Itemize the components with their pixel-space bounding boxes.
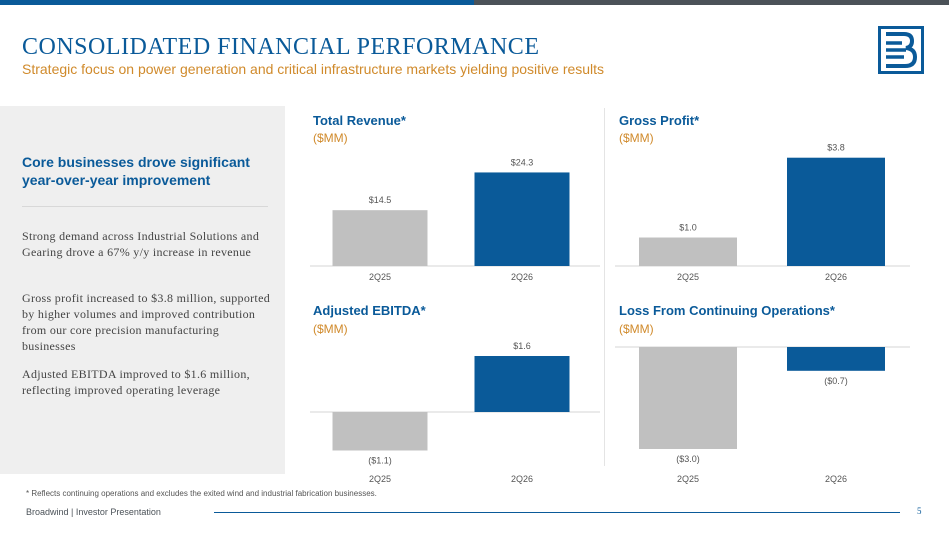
revenue-chart-title: Total Revenue* [313, 113, 406, 128]
revenue-value-label-2q26: $24.3 [511, 157, 534, 167]
loss-bar-chart: ($3.0) 2Q25 ($0.7) 2Q26 [615, 346, 910, 484]
ebitda-value-label-2q26: $1.6 [513, 341, 531, 351]
ebitda-chart-title: Adjusted EBITDA* [313, 303, 426, 318]
loss-chart-unit: ($MM) [619, 322, 654, 336]
summary-paragraph-ebitda: Adjusted EBITDA improved to $1.6 million… [22, 367, 250, 397]
revenue-category-label-2q26: 2Q26 [511, 272, 533, 282]
loss-chart-title: Loss From Continuing Operations* [619, 303, 835, 318]
loss-bar-2q26 [787, 347, 885, 371]
chart-divider [604, 108, 605, 466]
left-summary-panel [0, 106, 285, 474]
gross-profit-bar-chart: $1.0 2Q25 $3.8 2Q26 [615, 143, 910, 282]
page-number: 5 [917, 506, 922, 516]
ebitda-bar-2q26 [474, 356, 570, 412]
loss-bar-2q25 [639, 347, 737, 449]
gross-profit-chart-title: Gross Profit* [619, 113, 700, 128]
gross-profit-bar-2q26 [787, 157, 885, 266]
page-title: CONSOLIDATED FINANCIAL PERFORMANCE [22, 34, 540, 60]
revenue-bar-2q26 [474, 172, 570, 266]
summary-paragraph-revenue: Strong demand across Industrial Solution… [22, 229, 260, 259]
gross-profit-category-label-2q25: 2Q25 [677, 272, 699, 282]
loss-value-label-2q25: ($3.0) [676, 454, 700, 464]
revenue-bar-2q25 [332, 210, 428, 266]
summary-heading: Core businesses drove significant year-o… [22, 154, 250, 188]
revenue-value-label-2q25: $14.5 [369, 195, 392, 205]
top-accent-bar-blue [0, 0, 474, 5]
loss-category-label-2q26: 2Q26 [825, 474, 847, 484]
gross-profit-value-label-2q25: $1.0 [679, 223, 697, 233]
revenue-chart-unit: ($MM) [313, 131, 348, 145]
footnote: * Reflects continuing operations and exc… [26, 489, 377, 498]
loss-value-label-2q26: ($0.7) [824, 376, 848, 386]
summary-paragraph-gross-profit: Gross profit increased to $3.8 million, … [22, 291, 270, 353]
ebitda-value-label-2q25: ($1.1) [368, 456, 392, 466]
ebitda-category-label-2q26: 2Q26 [511, 474, 533, 484]
gross-profit-bar-2q25 [639, 237, 737, 266]
gross-profit-chart-unit: ($MM) [619, 131, 654, 145]
top-accent-bar [0, 0, 949, 5]
broadwind-logo-icon [878, 26, 924, 74]
footer-presentation-label: Broadwind | Investor Presentation [26, 507, 161, 517]
summary-divider [22, 206, 268, 207]
footer-rule [214, 512, 900, 513]
revenue-bar-chart: $14.5 2Q25 $24.3 2Q26 [310, 157, 600, 282]
ebitda-bar-chart: ($1.1) 2Q25 $1.6 2Q26 [310, 341, 600, 484]
top-accent-bar-grey [474, 0, 949, 5]
gross-profit-category-label-2q26: 2Q26 [825, 272, 847, 282]
revenue-category-label-2q25: 2Q25 [369, 272, 391, 282]
loss-category-label-2q25: 2Q25 [677, 474, 699, 484]
page-subtitle: Strategic focus on power generation and … [22, 61, 605, 77]
ebitda-category-label-2q25: 2Q25 [369, 474, 391, 484]
ebitda-chart-unit: ($MM) [313, 322, 348, 336]
ebitda-bar-2q25 [332, 412, 428, 451]
gross-profit-value-label-2q26: $3.8 [827, 143, 845, 153]
